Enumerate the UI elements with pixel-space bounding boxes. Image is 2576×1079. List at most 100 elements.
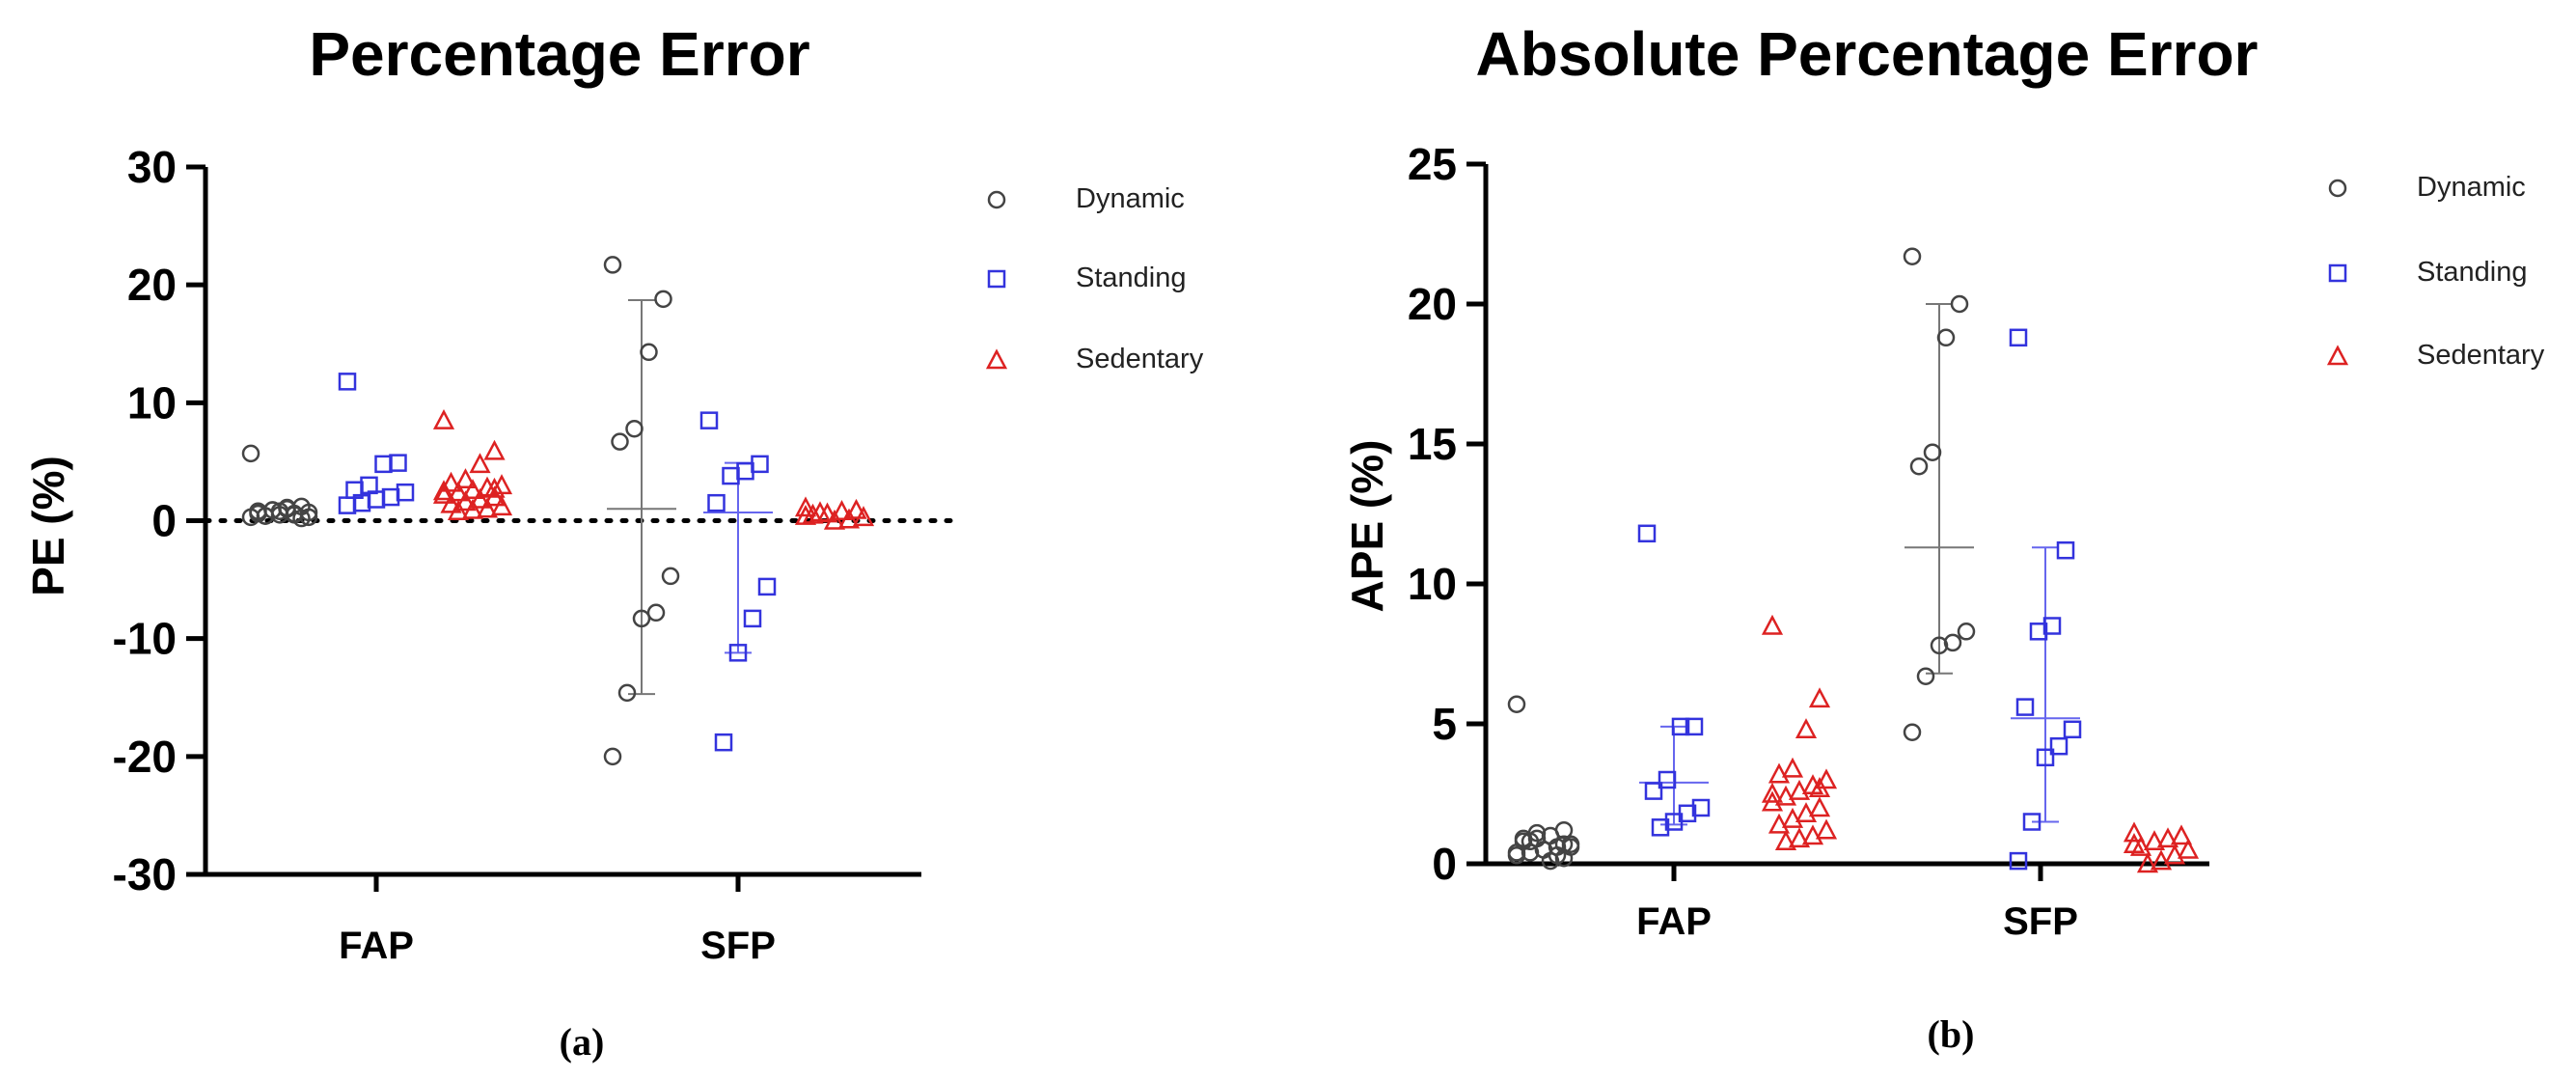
chart-a-point-sedentary <box>845 498 867 519</box>
chart-b-point-dynamic <box>1909 456 1929 476</box>
chart-a-point-standing <box>751 455 769 474</box>
chart-a-y-tick-label: -30 <box>113 849 177 899</box>
chart-a-point-sedentary <box>440 492 462 513</box>
chart-a-point-sedentary <box>808 501 832 522</box>
chart-b-point-sedentary <box>1815 818 1838 840</box>
chart-a-ylabel: PE (%) <box>23 456 73 596</box>
chart-a-subplot-label: (a) <box>560 1020 605 1064</box>
chart-b-legend-marker <box>2328 179 2347 198</box>
chart-b-y-tick-label: 0 <box>1432 839 1457 889</box>
chart-b-point-dynamic <box>1507 695 1526 713</box>
chart-a-point-sedentary <box>461 479 484 499</box>
chart-b-title: Absolute Percentage Error <box>1476 19 2259 89</box>
chart-a-legend-label: Sedentary <box>1076 344 1204 374</box>
chart-a-point-standing <box>743 609 762 628</box>
chart-a-y-tick-label: 20 <box>127 260 177 310</box>
chart-b-point-sedentary <box>1808 796 1831 817</box>
chart-a-y-tick-label: -10 <box>113 614 177 664</box>
chart-a-point-standing <box>374 455 393 474</box>
chart-b-point-standing <box>2015 698 2035 716</box>
chart-a-point-standing <box>728 644 748 662</box>
chart-b-category-label: FAP <box>1636 900 1712 943</box>
chart-b-legend-label: Sedentary <box>2417 340 2545 371</box>
chart-b-point-standing <box>2056 540 2075 560</box>
chart-b-point-sedentary <box>1788 779 1811 800</box>
chart-a-point-dynamic <box>603 256 622 274</box>
chart-b-point-standing <box>1671 717 1690 736</box>
chart-a-y-tick-label: -20 <box>113 732 177 782</box>
chart-b-point-sedentary <box>2123 821 2146 843</box>
chart-b-point-sedentary <box>1768 762 1791 784</box>
chart-b-point-dynamic <box>1930 636 1949 655</box>
chart-a-point-sedentary <box>461 498 484 519</box>
chart-a-point-dynamic <box>617 683 637 703</box>
chart-b-point-sedentary <box>2136 852 2159 873</box>
chart-b-point-standing <box>2022 813 2042 831</box>
chart-a-point-standing <box>707 493 726 512</box>
chart-a-point-sedentary <box>852 506 875 527</box>
chart-a-legend-marker <box>985 348 1008 370</box>
chart-a-point-sedentary <box>483 477 506 498</box>
chart-b-point-sedentary <box>2163 844 2186 865</box>
chart-a-point-sedentary <box>440 471 462 492</box>
chart-a-point-sedentary <box>476 497 499 518</box>
chart-a-point-sedentary <box>483 439 506 460</box>
chart-a-point-sedentary <box>432 483 455 504</box>
chart-a-point-sedentary <box>490 495 513 516</box>
chart-a-plot: 30 20 10 0 -10 -20 -30 FAP SFP Dynamic Standing Sed… <box>113 142 1204 967</box>
chart-b-point-dynamic <box>1507 844 1526 862</box>
chart-a-point-standing <box>722 466 740 485</box>
chart-a-point-dynamic <box>632 609 651 628</box>
chart-b-point-standing <box>2063 720 2082 739</box>
chart-a-point-sedentary <box>469 487 491 509</box>
chart-a-point-dynamic <box>603 747 622 766</box>
chart-a-legend-marker <box>987 190 1006 209</box>
chart-b-point-dynamic <box>1916 667 1935 685</box>
chart-a-legend-label: Dynamic <box>1076 183 1185 214</box>
chart-a-title: Percentage Error <box>309 19 809 89</box>
chart-a-point-standing <box>389 454 407 472</box>
chart-b-point-sedentary <box>1768 813 1791 834</box>
chart-b-point-sedentary <box>2143 830 2166 851</box>
chart-b-plot: 25 20 15 10 5 0 FAP SFP Dynamic Standing Sedentary <box>1408 139 2545 943</box>
chart-a-point-sedentary <box>447 500 470 520</box>
chart-a-legend-label: Standing <box>1076 263 1187 293</box>
chart-b-point-sedentary <box>2123 833 2146 853</box>
chart-b-point-standing <box>1651 818 1670 837</box>
chart-b-point-dynamic <box>1521 832 1540 851</box>
chart-a-point-standing <box>714 733 733 752</box>
chart-a-point-sedentary <box>454 490 477 512</box>
chart-a-point-dynamic <box>256 507 275 525</box>
chart-b-point-dynamic <box>1554 835 1574 853</box>
chart-b-y-tick-label: 15 <box>1408 419 1457 469</box>
chart-a-point-standing <box>338 496 357 514</box>
chart-b-point-standing <box>1685 717 1704 736</box>
chart-a-point-sedentary <box>454 468 477 488</box>
chart-b-point-standing <box>2042 617 2062 635</box>
chart-b-point-dynamic <box>1923 443 1942 461</box>
chart-a-legend-marker <box>987 269 1006 289</box>
chart-a-point-sedentary <box>432 408 455 429</box>
chart-a-point-sedentary <box>823 509 846 530</box>
chart-b-point-sedentary <box>2129 835 2152 856</box>
chart-a-category-label: FAP <box>339 925 414 967</box>
chart-b-point-dynamic <box>1521 844 1540 862</box>
chart-b-point-sedentary <box>1808 687 1831 708</box>
chart-a-y-tick-label: 30 <box>127 142 177 192</box>
chart-b-point-dynamic <box>1534 841 1553 859</box>
chart-b-point-standing <box>1658 770 1677 789</box>
chart-a-point-dynamic <box>661 567 680 586</box>
chart-a-point-dynamic <box>646 603 666 622</box>
chart-b-subplot-label: (b) <box>1928 1012 1975 1056</box>
chart-b-point-dynamic <box>1903 723 1922 741</box>
chart-a-category-label: SFP <box>700 925 776 967</box>
chart-b-point-sedentary <box>1788 827 1811 848</box>
chart-a-point-dynamic <box>640 343 658 362</box>
chart-b-point-sedentary <box>1774 830 1797 851</box>
chart-a-point-sedentary <box>837 508 861 529</box>
chart-b-point-sedentary <box>1815 768 1838 789</box>
chart-b-point-standing <box>2009 851 2028 871</box>
chart-a-point-sedentary <box>794 496 817 517</box>
chart-a-point-standing <box>338 373 357 391</box>
chart-b-point-sedentary <box>1774 785 1797 806</box>
